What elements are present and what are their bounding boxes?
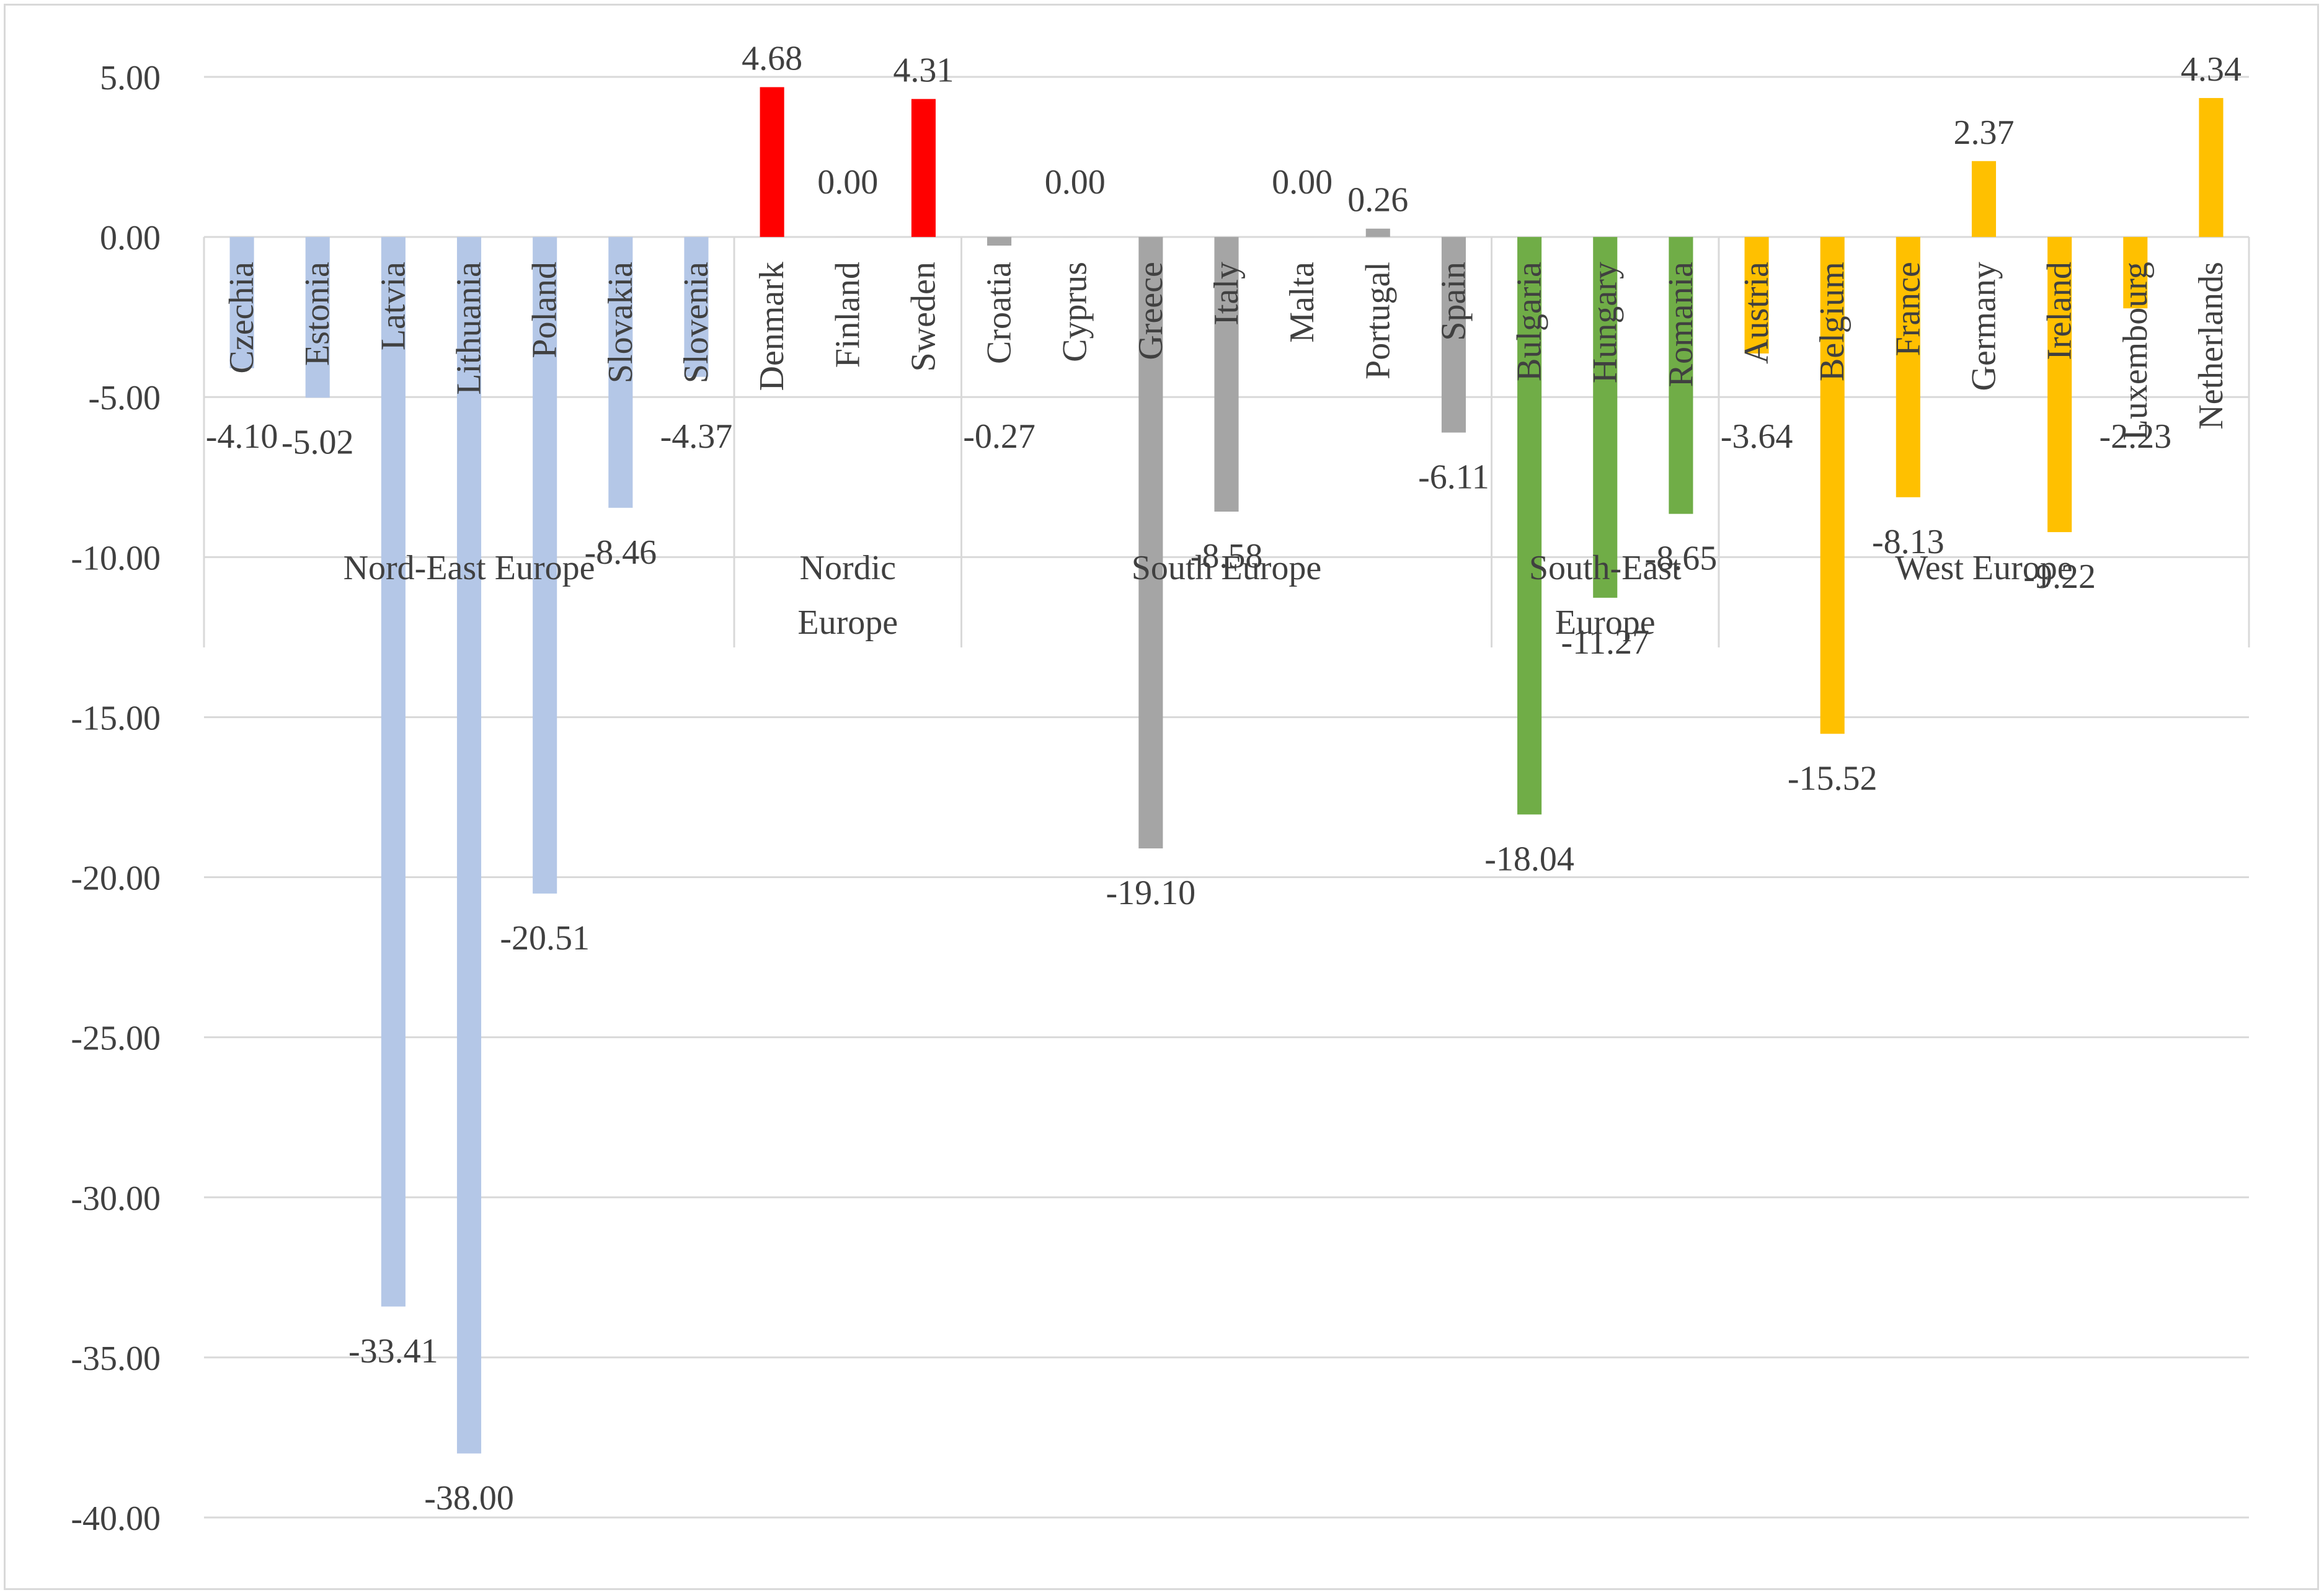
category-label: Sweden xyxy=(904,262,942,371)
data-label: 4.31 xyxy=(893,51,954,90)
y-tick-label: 5.00 xyxy=(100,59,161,97)
category-label: Lithuania xyxy=(450,262,489,395)
bar-poland xyxy=(533,237,557,894)
data-label: -20.51 xyxy=(500,919,590,957)
bar-latvia xyxy=(381,237,406,1307)
y-tick-label: -25.00 xyxy=(71,1020,161,1058)
data-label: 0.00 xyxy=(1272,163,1333,202)
category-label: Germany xyxy=(1964,262,2003,391)
group-label: West Europe xyxy=(1895,549,2072,587)
bar-ireland xyxy=(2047,237,2072,533)
category-label: Italy xyxy=(1207,262,1246,326)
category-label: Ireland xyxy=(2041,262,2079,360)
data-label: 4.68 xyxy=(742,40,802,78)
data-label: -0.27 xyxy=(963,417,1036,456)
bar-germany xyxy=(1971,161,1997,238)
data-label: -6.11 xyxy=(1418,458,1489,497)
bar-belgium xyxy=(1820,237,1845,734)
chart-svg: 5.00 0.00 -5.00 -10.00 -15.00 -20.00 -25.00 -30… xyxy=(71,40,2250,1538)
category-label: Denmark xyxy=(753,262,791,391)
category-label: France xyxy=(1889,262,1927,356)
category-label: Cyprus xyxy=(1056,262,1094,362)
data-label: -18.04 xyxy=(1484,840,1574,878)
category-label: Finland xyxy=(828,262,867,368)
category-label: Czechia xyxy=(223,262,261,373)
data-label: -8.13 xyxy=(1872,523,1945,561)
data-label: -5.02 xyxy=(282,423,354,461)
bar-spain xyxy=(1441,237,1466,433)
y-tick-label: -5.00 xyxy=(88,379,161,417)
data-label: -11.27 xyxy=(1561,623,1649,662)
category-label: Poland xyxy=(526,262,564,358)
bar-austria xyxy=(1744,237,1769,354)
bar-denmark xyxy=(760,87,784,238)
group-label: South Europe xyxy=(1132,549,1321,587)
category-label: Hungary xyxy=(1586,262,1625,383)
category-label: Estonia xyxy=(298,262,337,366)
bar-portugal xyxy=(1365,228,1390,238)
data-label: -8.46 xyxy=(584,533,657,572)
category-label: Romania xyxy=(1662,262,1700,387)
chart-frame: 5.00 0.00 -5.00 -10.00 -15.00 -20.00 -25.00 -30… xyxy=(4,4,2319,1590)
bar-lithuania xyxy=(456,237,482,1454)
data-label: -15.52 xyxy=(1788,759,1878,798)
bar-croatia xyxy=(987,237,1012,246)
y-tick-label: -20.00 xyxy=(71,860,161,898)
data-label: 0.00 xyxy=(1045,163,1106,202)
data-label: -4.37 xyxy=(660,417,733,456)
category-label: Croatia xyxy=(980,262,1019,364)
group-label: Nordic xyxy=(800,549,897,587)
group-label: South-East xyxy=(1529,549,1682,587)
y-tick-label: -10.00 xyxy=(71,539,161,577)
group-label: Europe xyxy=(1555,603,1656,642)
category-label: Bulgaria xyxy=(1510,262,1549,381)
category-label: Slovenia xyxy=(677,262,716,383)
bar-greece xyxy=(1138,237,1163,849)
data-label: -9.22 xyxy=(2023,558,2096,596)
data-label: -19.10 xyxy=(1106,874,1196,912)
group-label: Nord-East Europe xyxy=(344,549,595,587)
category-label: Latvia xyxy=(374,262,412,350)
bar-italy xyxy=(1214,237,1239,512)
bar-estonia xyxy=(305,237,330,398)
category-label: Slovakia xyxy=(601,262,640,383)
bar-bulgaria xyxy=(1517,237,1542,815)
data-label: -8.58 xyxy=(1191,537,1263,575)
y-tick-label: -40.00 xyxy=(71,1499,161,1538)
category-label: Luxembourg xyxy=(2116,262,2155,440)
y-tick-label: -30.00 xyxy=(71,1180,161,1218)
y-tick-label: 0.00 xyxy=(100,219,161,257)
bar-france xyxy=(1896,237,1920,497)
data-label: 2.37 xyxy=(1953,113,2014,152)
bar-netherlands xyxy=(2199,98,2224,238)
bar-czechia xyxy=(229,237,254,368)
y-tick-label: -35.00 xyxy=(71,1340,161,1378)
data-label: -4.10 xyxy=(206,417,278,456)
category-label: Belgium xyxy=(1813,262,1852,381)
category-label: Portugal xyxy=(1359,262,1397,380)
data-label: -38.00 xyxy=(424,1479,514,1517)
category-label: Austria xyxy=(1737,262,1776,364)
bar-sweden xyxy=(911,99,936,238)
category-label: Malta xyxy=(1283,262,1321,343)
data-label: -3.64 xyxy=(1721,417,1793,456)
category-label: Greece xyxy=(1132,262,1170,360)
bar-hungary xyxy=(1593,237,1618,598)
data-label: -8.65 xyxy=(1645,540,1718,578)
data-label: -33.41 xyxy=(348,1332,438,1371)
y-tick-label: -15.00 xyxy=(71,699,161,737)
data-label: 0.00 xyxy=(817,163,878,202)
bar-romania xyxy=(1669,237,1693,514)
data-label: -2.23 xyxy=(2099,417,2171,456)
bar-slovakia xyxy=(608,237,633,508)
data-label: 0.26 xyxy=(1347,181,1408,220)
data-label: 4.34 xyxy=(2181,50,2242,89)
group-label: Europe xyxy=(797,603,898,642)
category-label: Netherlands xyxy=(2192,262,2230,430)
bar-slovenia xyxy=(684,237,709,377)
bar-luxembourg xyxy=(2123,237,2148,309)
category-label: Spain xyxy=(1434,262,1473,341)
